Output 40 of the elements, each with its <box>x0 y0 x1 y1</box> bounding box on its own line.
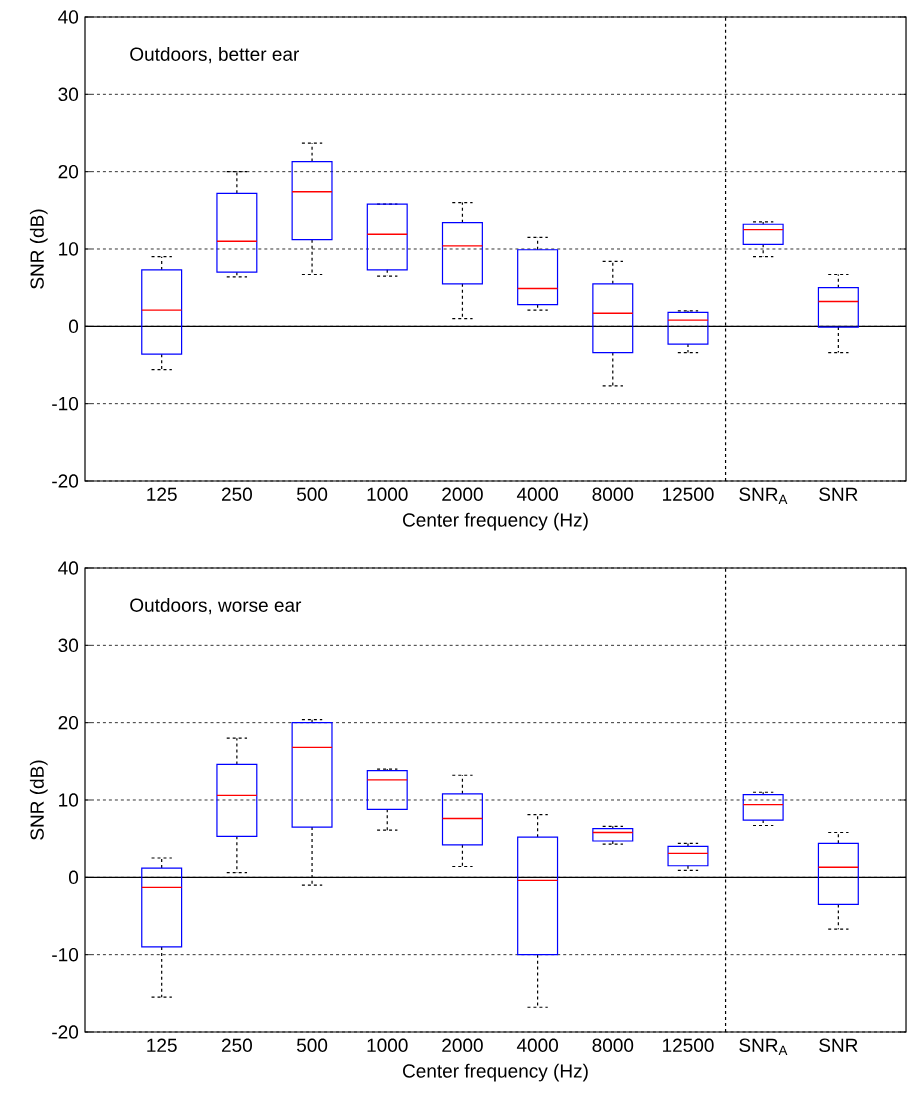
y-axis-title: SNR (dB) <box>29 760 48 840</box>
y-tick-label: -20 <box>52 474 79 488</box>
x-tick-label: 500 <box>296 1038 328 1052</box>
y-tick-label: -10 <box>52 396 79 411</box>
x-tick-label: 8000 <box>592 1038 634 1052</box>
x-tick-label: 2000 <box>442 487 483 501</box>
y-tick-label: 40 <box>58 10 79 24</box>
y-tick-label: 40 <box>58 561 79 575</box>
y-tick-label: -20 <box>52 1025 79 1039</box>
x-axis-title: Center frequency (Hz) <box>403 512 588 531</box>
y-tick-label: 20 <box>58 164 79 179</box>
x-axis-title: Center frequency (Hz) <box>403 1063 588 1082</box>
x-tick-label: 12500 <box>663 1038 714 1052</box>
x-tick-label: 4000 <box>516 1038 558 1052</box>
text: Outdoors, worse ear <box>130 597 302 615</box>
text: Outdoors, better ear <box>130 46 299 64</box>
x-tick-label: 12500 <box>663 487 714 501</box>
y-tick-label: -10 <box>52 947 79 962</box>
y-tick-label: 10 <box>59 793 79 807</box>
x-tick-label: 125 <box>147 487 177 501</box>
y-tick-label: 10 <box>59 242 79 256</box>
x-tick-label: 2000 <box>442 1038 483 1052</box>
y-axis-title: SNR (dB) <box>29 209 48 289</box>
x-tick-label: SNR$_{A}$ <box>739 1038 788 1055</box>
x-tick-label: 125 <box>147 1038 177 1052</box>
y-tick-label: 0 <box>68 870 79 885</box>
x-tick-label: SNR <box>819 487 858 501</box>
x-tick-label: 4000 <box>516 487 558 501</box>
x-tick-label: 1000 <box>367 487 408 501</box>
x-tick-label: 1000 <box>367 1038 408 1052</box>
x-tick-label: SNR$_{A}$ <box>739 487 788 504</box>
x-tick-label: 250 <box>221 1038 252 1052</box>
y-tick-label: 30 <box>58 87 79 102</box>
y-tick-label: 20 <box>58 715 79 730</box>
x-tick-label: 250 <box>221 487 252 501</box>
x-tick-label: 500 <box>296 487 328 501</box>
y-tick-label: 0 <box>68 319 79 334</box>
y-tick-label: 30 <box>58 638 79 653</box>
x-tick-label: 8000 <box>592 487 634 501</box>
x-tick-label: SNR <box>819 1038 858 1052</box>
